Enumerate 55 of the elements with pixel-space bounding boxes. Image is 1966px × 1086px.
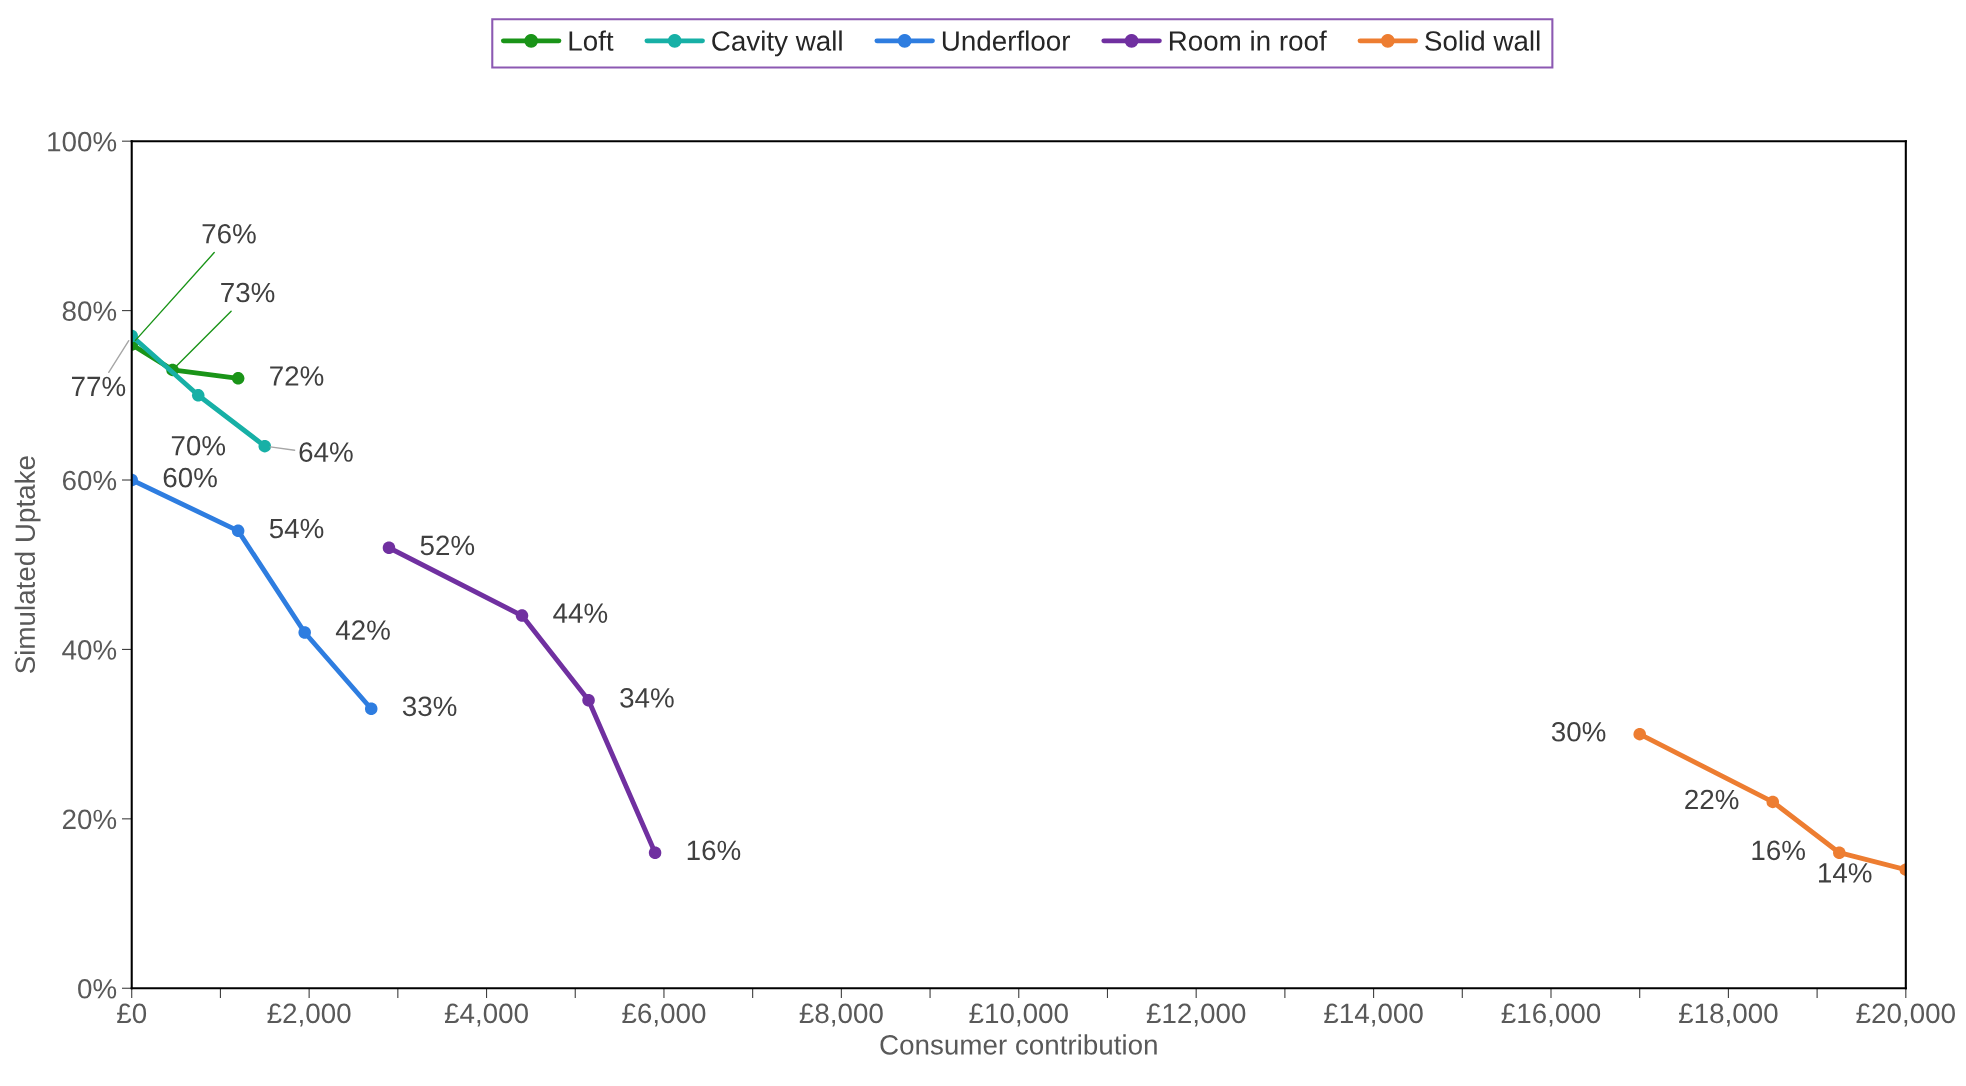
- point: [1833, 846, 1846, 859]
- data-label: 60%: [163, 467, 217, 488]
- point: [231, 372, 245, 385]
- data-label: 52%: [420, 535, 475, 556]
- point: [382, 541, 396, 555]
- data-label: 14%: [1819, 863, 1872, 883]
- y-tick-label: 0%: [78, 978, 117, 999]
- legend-label: Cavity wall: [712, 30, 842, 57]
- x-tick-label: £10,000: [969, 1003, 1068, 1027]
- data-label: 22%: [1685, 789, 1739, 810]
- legend-label: Loft: [569, 30, 614, 51]
- point: [1633, 727, 1646, 741]
- point: [648, 846, 662, 859]
- x-tick-label: £16,000: [1501, 1003, 1601, 1027]
- data-label: 72%: [270, 366, 324, 386]
- point: [192, 389, 205, 402]
- y-tick-label: 100%: [48, 131, 117, 152]
- x-tick-label: £2,000: [267, 1003, 351, 1027]
- x-tick-label: £0: [117, 1003, 147, 1024]
- x-tick-label: £6,000: [622, 1003, 706, 1027]
- x-tick-label: £4,000: [444, 1003, 528, 1027]
- point: [258, 439, 272, 453]
- data-label: 54%: [269, 518, 324, 539]
- data-label: 77%: [72, 376, 126, 397]
- data-label: 34%: [620, 688, 674, 708]
- legend-label: Solid wall: [1425, 30, 1540, 51]
- legend-label: Room in roof: [1169, 30, 1327, 51]
- x-tick-label: £14,000: [1324, 1003, 1423, 1027]
- y-axis-title: Simulated Uptake: [14, 456, 41, 674]
- y-tick-label: 20%: [62, 809, 117, 830]
- data-label: 70%: [171, 435, 226, 456]
- y-tick-label: 60%: [62, 470, 117, 491]
- x-tick-label: £20,000: [1856, 1003, 1955, 1027]
- x-tick-label: £18,000: [1678, 1003, 1778, 1027]
- x-tick-label: £8,000: [799, 1003, 883, 1027]
- y-tick-label: 80%: [62, 301, 117, 321]
- data-label: 16%: [687, 840, 741, 861]
- x-axis-title: Consumer contribution: [880, 1034, 1157, 1055]
- data-label: 30%: [1551, 721, 1606, 742]
- data-label: 73%: [221, 282, 275, 303]
- legend-label: Underfloor: [942, 30, 1071, 51]
- point: [515, 609, 529, 622]
- point: [1766, 795, 1780, 809]
- data-label: 42%: [335, 620, 390, 640]
- point: [582, 694, 595, 707]
- data-label: 33%: [402, 696, 457, 717]
- data-label: 16%: [1752, 840, 1805, 861]
- y-tick-label: 40%: [62, 640, 117, 660]
- data-label: 76%: [202, 223, 256, 244]
- point: [231, 524, 245, 538]
- data-label: 64%: [299, 442, 353, 462]
- point: [298, 626, 311, 639]
- point: [364, 702, 378, 715]
- x-tick-label: £12,000: [1146, 1003, 1246, 1027]
- data-label: 44%: [553, 603, 608, 623]
